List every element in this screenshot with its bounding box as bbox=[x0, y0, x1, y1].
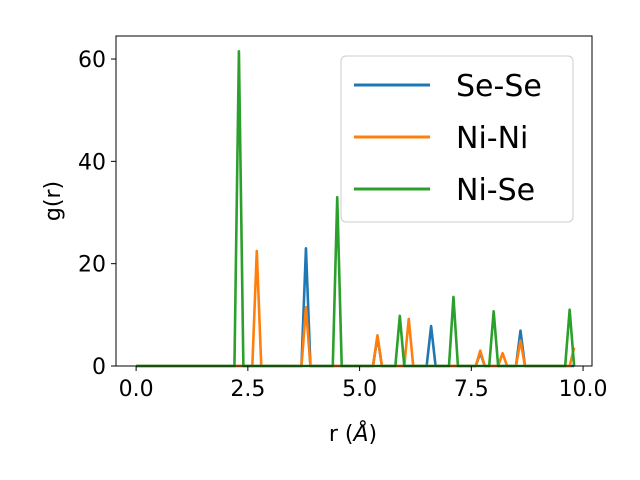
legend-label: Se-Se bbox=[456, 69, 542, 104]
x-tick-label: 7.5 bbox=[454, 377, 489, 402]
legend: Se-Se Ni-Ni Ni-Se bbox=[340, 55, 574, 223]
x-tick-label: 10.0 bbox=[559, 377, 608, 402]
x-tick-label: 2.5 bbox=[230, 377, 265, 402]
y-tick-label: 40 bbox=[78, 150, 106, 175]
legend-label: Ni-Se bbox=[456, 173, 535, 208]
y-axis-label: g(r) bbox=[41, 181, 66, 221]
series-line-1 bbox=[136, 247, 575, 368]
series-line-2 bbox=[136, 249, 576, 368]
y-axis-ticks: 0 20 40 60 bbox=[78, 48, 116, 380]
y-tick-label: 20 bbox=[78, 253, 106, 278]
plot-frame bbox=[115, 35, 593, 367]
legend-box bbox=[340, 55, 574, 223]
legend-label: Ni-Ni bbox=[456, 121, 528, 156]
x-axis-label: r (Å) bbox=[329, 420, 377, 447]
y-tick-label: 60 bbox=[78, 48, 106, 73]
y-tick-label: 0 bbox=[92, 355, 106, 380]
x-axis-ticks: 0.0 2.5 5.0 7.5 10.0 bbox=[119, 366, 608, 402]
x-tick-label: 0.0 bbox=[119, 377, 154, 402]
x-tick-label: 5.0 bbox=[342, 377, 377, 402]
legend-items: Se-Se Ni-Ni Ni-Se bbox=[354, 69, 542, 208]
